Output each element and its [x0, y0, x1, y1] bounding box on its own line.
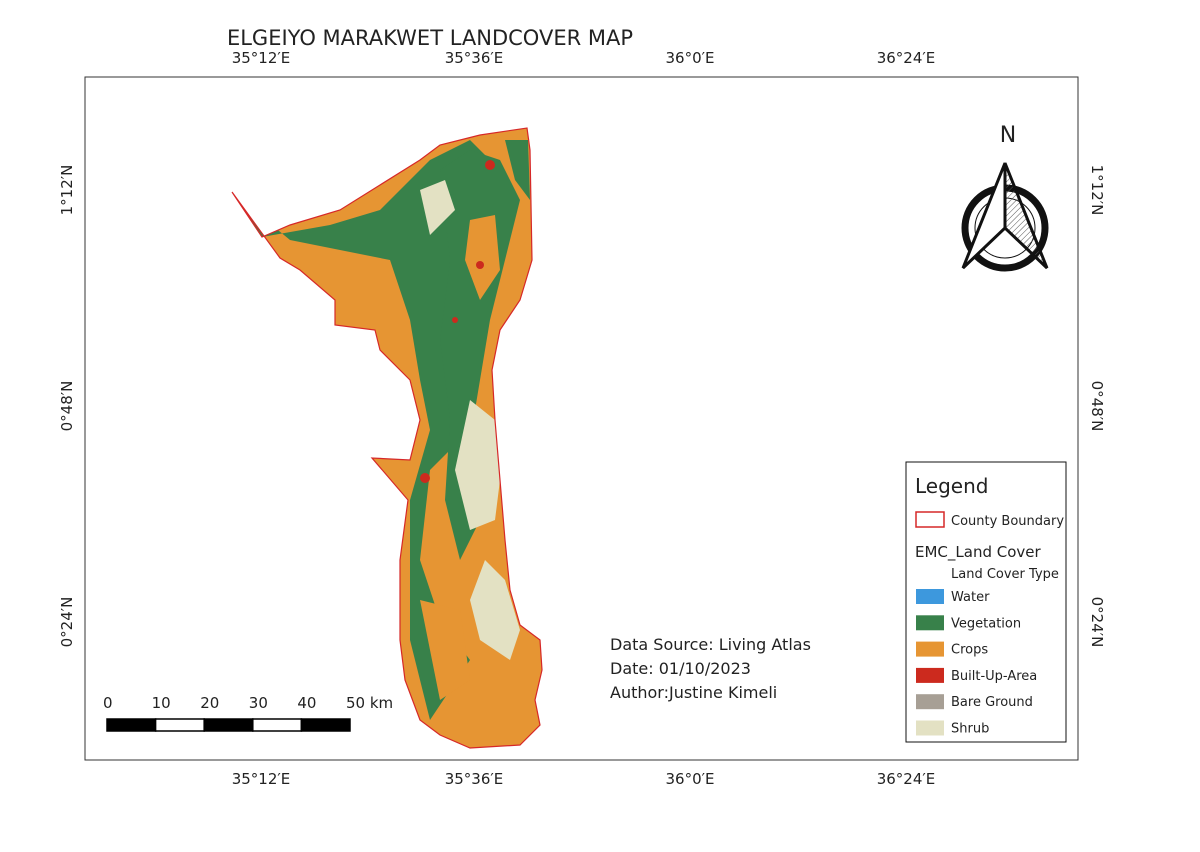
longitude-label: 36°24′E: [877, 49, 936, 67]
north-arrow: N: [961, 123, 1049, 272]
scale-segment: [203, 718, 254, 732]
scale-label: 40: [297, 694, 316, 712]
longitude-label: 35°12′E: [232, 770, 291, 788]
latitude-label: 0°48′N: [58, 381, 76, 432]
legend-swatch: [916, 589, 944, 604]
longitude-label: 36°0′E: [665, 49, 714, 67]
longitude-label: 36°24′E: [877, 770, 936, 788]
scale-segment: [106, 718, 157, 732]
legend-title: Legend: [915, 474, 988, 498]
legend-label: Vegetation: [951, 616, 1021, 631]
scale-label: 20: [200, 694, 219, 712]
info-text: Date: 01/10/2023: [610, 659, 751, 678]
scale-segment: [300, 718, 351, 732]
scale-label: 30: [249, 694, 268, 712]
north-label: N: [1000, 123, 1016, 148]
legend-swatch: [915, 511, 945, 528]
latitude-label: 0°24′N: [1088, 597, 1106, 648]
legend-label: Built-Up-Area: [951, 669, 1037, 684]
scale-segment: [252, 718, 303, 732]
legend-swatch: [916, 667, 944, 683]
legend-label: County Boundary: [951, 514, 1064, 529]
longitude-label: 35°12′E: [232, 49, 291, 67]
legend-swatch: [916, 641, 944, 657]
legend-label: Bare Ground: [951, 695, 1033, 710]
longitude-label: 35°36′E: [445, 49, 504, 67]
map-elements: 35°12′E 35°12′E 35°36′E 35°36′E 36°0′E 36°0′E…: [58, 49, 1106, 788]
scale-segment: [154, 718, 205, 732]
legend-field: Land Cover Type: [951, 567, 1059, 582]
legend-swatch: [916, 694, 944, 710]
legend-label: Water: [951, 590, 990, 605]
info-text: Data Source: Living Atlas: [610, 635, 811, 654]
latitude-label: 1°12′N: [58, 165, 76, 216]
legend-layer: EMC_Land Cover: [915, 543, 1041, 562]
legend-swatch: [916, 720, 944, 736]
latitude-label: 0°48′N: [1088, 381, 1106, 432]
scale-label: 10: [152, 694, 171, 712]
scale-label: 50 km: [346, 694, 393, 712]
legend-label: Crops: [951, 643, 988, 658]
latitude-label: 0°24′N: [58, 597, 76, 648]
map-title: ELGEIYO MARAKWET LANDCOVER MAP: [227, 26, 633, 50]
latitude-label: 1°12′N: [1088, 165, 1106, 216]
longitude-label: 36°0′E: [665, 770, 714, 788]
legend-label: Shrub: [951, 722, 989, 737]
longitude-label: 35°36′E: [445, 770, 504, 788]
info-text: Author:Justine Kimeli: [610, 683, 777, 702]
scale-label: 0: [103, 694, 113, 712]
legend-swatch: [916, 615, 944, 631]
